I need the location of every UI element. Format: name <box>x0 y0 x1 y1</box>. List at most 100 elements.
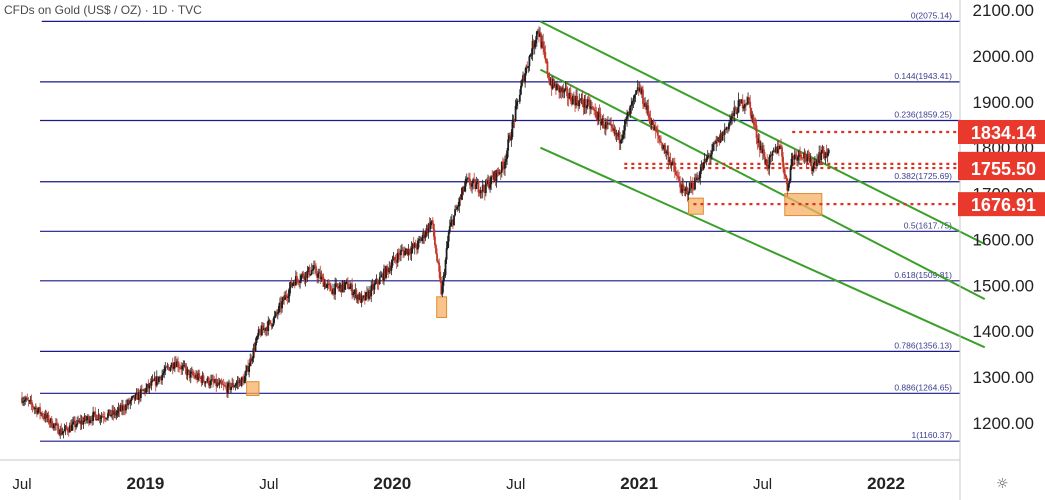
candle-body <box>602 118 605 129</box>
candle-body <box>570 101 573 105</box>
candle-body <box>634 93 637 95</box>
candle-body <box>177 361 179 368</box>
candle-body <box>540 33 542 48</box>
candle-body <box>767 168 770 170</box>
fib-level-label: 0.786(1356.13) <box>894 340 952 350</box>
candle-body <box>339 284 342 287</box>
candle-body <box>56 423 58 425</box>
candle-body <box>327 283 330 285</box>
candle-body <box>170 363 173 368</box>
candle-body <box>262 325 264 331</box>
candle-body <box>310 270 313 275</box>
candle-body <box>93 411 96 413</box>
candle-body <box>91 419 93 421</box>
candle-body <box>32 407 35 409</box>
candle-body <box>376 279 379 284</box>
candle-body <box>799 150 801 155</box>
candle-body <box>535 31 538 40</box>
candle-body <box>417 240 419 250</box>
gear-icon[interactable]: ☼ <box>996 476 1009 492</box>
candle-body <box>65 426 68 429</box>
candle-body <box>260 325 263 336</box>
candle-body <box>322 277 325 287</box>
candle-body <box>710 154 712 157</box>
candle-body <box>196 374 199 380</box>
candle-body <box>282 297 285 302</box>
candle-body <box>519 86 522 95</box>
candle-body <box>205 381 208 383</box>
candle-body <box>636 87 639 91</box>
candle-body <box>402 250 404 252</box>
candle-body <box>801 157 804 159</box>
candle-body <box>253 347 256 352</box>
candle-body <box>123 405 125 411</box>
time-tick-label: Jul <box>506 476 525 493</box>
candle-body <box>206 377 209 382</box>
candle-body <box>621 134 624 139</box>
candle-body <box>587 99 590 101</box>
candle-body <box>614 128 617 135</box>
candle-body <box>220 381 223 385</box>
time-axis[interactable]: Jul 2019 Jul 2020 Jul 2021 Jul 2022 <box>12 474 905 493</box>
candle-body <box>725 127 728 130</box>
candle-body <box>754 124 757 126</box>
fib-level-label: 0.5(1617.75) <box>904 220 952 230</box>
time-tick-label: Jul <box>259 476 278 493</box>
candle-body <box>824 152 827 159</box>
candle-body <box>721 131 724 141</box>
candlestick-series <box>21 26 830 439</box>
candle-body <box>101 416 104 417</box>
candle-body <box>706 156 709 158</box>
candle-body <box>474 179 477 189</box>
candle-body <box>415 247 418 250</box>
candle-body <box>367 291 369 299</box>
candle-body <box>354 289 357 293</box>
candle-body <box>523 75 525 82</box>
candle-body <box>697 177 700 180</box>
candle-body <box>114 411 117 416</box>
candle-body <box>521 80 523 87</box>
candle-body <box>288 288 291 297</box>
candle-body <box>455 209 458 210</box>
candle-body <box>49 418 52 423</box>
candle-body <box>431 220 434 224</box>
candle-body <box>612 127 615 131</box>
candle-body <box>605 121 608 125</box>
candle-body <box>256 335 259 337</box>
candle-body <box>434 236 436 246</box>
candle-body <box>118 407 121 412</box>
candle-body <box>350 284 352 287</box>
candle-body <box>463 186 466 192</box>
candle-body <box>300 275 303 281</box>
candle-body <box>719 133 722 143</box>
candle-body <box>506 150 508 160</box>
candle-body <box>641 89 643 94</box>
candle-body <box>136 392 139 400</box>
candle-body <box>156 376 159 383</box>
candle-body <box>553 84 556 87</box>
candle-body <box>207 377 210 386</box>
candle-body <box>132 395 135 397</box>
candle-body <box>806 154 809 162</box>
candle-body <box>773 151 776 152</box>
candle-body <box>85 419 88 421</box>
candle-body <box>550 83 553 89</box>
candle-body <box>169 367 172 371</box>
candle-body <box>240 377 243 386</box>
candle-body <box>667 151 670 162</box>
candle-body <box>526 66 529 69</box>
candle-body <box>296 276 298 280</box>
candle-body <box>507 139 510 151</box>
candle-body <box>255 336 258 343</box>
candle-body <box>112 410 115 415</box>
candle-body <box>501 162 504 166</box>
candle-body <box>739 99 742 104</box>
candle-body <box>204 381 207 384</box>
candle-body <box>428 223 431 229</box>
candle-body <box>577 102 580 107</box>
candle-body <box>21 397 23 403</box>
candle-body <box>298 282 300 284</box>
candle-body <box>575 96 577 106</box>
candle-body <box>346 281 349 289</box>
